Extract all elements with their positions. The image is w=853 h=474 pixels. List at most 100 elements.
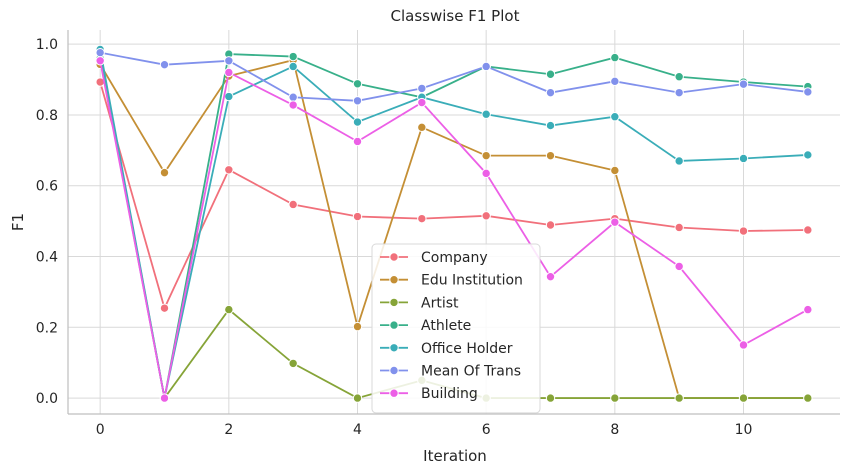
data-point — [352, 393, 363, 403]
data-point — [352, 96, 363, 106]
data-point — [545, 87, 556, 98]
data-point — [610, 112, 620, 122]
data-point — [481, 61, 491, 72]
legend-marker — [389, 365, 399, 376]
legend-label: Building — [421, 386, 478, 402]
data-point — [674, 261, 684, 272]
legend-item: Artist — [380, 295, 459, 311]
legend-item: Company — [380, 250, 488, 266]
data-point — [545, 69, 556, 79]
data-point — [224, 67, 234, 78]
legend-label: Artist — [421, 295, 459, 311]
data-point — [738, 153, 749, 164]
data-point — [610, 217, 620, 227]
data-point — [352, 136, 363, 147]
data-point — [610, 52, 620, 63]
legend-marker — [389, 343, 399, 353]
data-point — [738, 226, 749, 236]
data-point — [224, 91, 234, 102]
data-point — [224, 165, 234, 175]
data-point — [803, 150, 813, 160]
data-point — [159, 167, 170, 178]
y-tick-label: 0.0 — [36, 391, 58, 407]
legend-label: Athlete — [421, 318, 471, 334]
legend-box — [371, 243, 541, 414]
data-point — [95, 47, 105, 58]
data-point — [803, 304, 813, 315]
series-line — [99, 53, 808, 399]
series-line — [99, 60, 809, 399]
data-point — [545, 271, 556, 282]
data-point — [417, 213, 427, 224]
x-tick-label: 10 — [735, 422, 753, 438]
data-point — [674, 156, 684, 166]
data-point — [417, 97, 427, 108]
legend: Company Edu Institution Artist Athlete Offic… — [371, 243, 541, 414]
data-point — [288, 51, 298, 62]
data-point — [288, 358, 298, 369]
data-point — [288, 100, 298, 110]
legend-label: Company — [421, 250, 488, 266]
data-point — [352, 79, 363, 89]
data-point — [545, 393, 556, 403]
legend-item: Office Holder — [380, 341, 513, 357]
legend-marker — [389, 275, 399, 285]
data-point — [95, 56, 105, 66]
series-line — [99, 49, 808, 399]
data-point — [674, 393, 684, 403]
data-point — [610, 393, 620, 403]
y-tick-label: 1.0 — [36, 37, 58, 53]
tick-labels: 0 2 4 6 8 10 0.0 0.2 0.4 0.6 0.8 1.0 — [36, 37, 753, 438]
data-point — [545, 150, 556, 161]
legend-marker — [389, 388, 399, 398]
legend-marker — [389, 252, 399, 262]
data-point — [224, 56, 234, 66]
x-tick-label: 6 — [482, 422, 491, 438]
data-point — [803, 225, 813, 235]
series-mean-of-trans — [95, 47, 813, 106]
legend-item: Mean Of Trans — [380, 364, 521, 380]
data-point — [352, 117, 363, 127]
data-point — [159, 393, 170, 403]
x-axis-title: Iteration — [423, 447, 487, 465]
data-point — [738, 393, 749, 403]
data-point — [545, 220, 556, 230]
data-point — [481, 168, 491, 179]
legend-label: Mean Of Trans — [421, 364, 521, 380]
data-point — [352, 321, 363, 332]
legend-label: Office Holder — [421, 341, 513, 357]
x-tick-label: 0 — [96, 422, 105, 438]
data-point — [159, 303, 170, 313]
data-point — [738, 340, 749, 350]
data-point — [674, 87, 684, 98]
data-point — [159, 59, 170, 70]
data-point — [674, 222, 684, 233]
legend-item: Edu Institution — [380, 273, 523, 289]
data-point — [803, 87, 813, 97]
x-tick-label: 8 — [610, 422, 619, 438]
data-point — [352, 211, 363, 222]
y-axis-title: F1 — [9, 213, 27, 231]
y-tick-label: 0.8 — [36, 108, 58, 124]
legend-marker — [389, 297, 399, 308]
chart-title: Classwise F1 Plot — [391, 7, 520, 25]
y-tick-label: 0.6 — [36, 179, 58, 195]
data-point — [738, 79, 749, 89]
legend-item: Athlete — [380, 318, 471, 334]
data-point — [288, 92, 298, 102]
data-point — [481, 211, 491, 221]
legend-marker — [389, 320, 399, 330]
x-tick-label: 4 — [353, 422, 362, 438]
legend-label: Edu Institution — [421, 273, 523, 289]
data-point — [481, 109, 491, 119]
axes — [67, 30, 840, 415]
data-point — [674, 72, 684, 82]
data-point — [610, 76, 620, 87]
x-tick-label: 2 — [224, 422, 233, 438]
data-point — [481, 150, 491, 161]
data-point — [545, 120, 556, 131]
data-point — [610, 165, 620, 176]
series-company — [95, 77, 813, 313]
data-point — [417, 83, 427, 94]
